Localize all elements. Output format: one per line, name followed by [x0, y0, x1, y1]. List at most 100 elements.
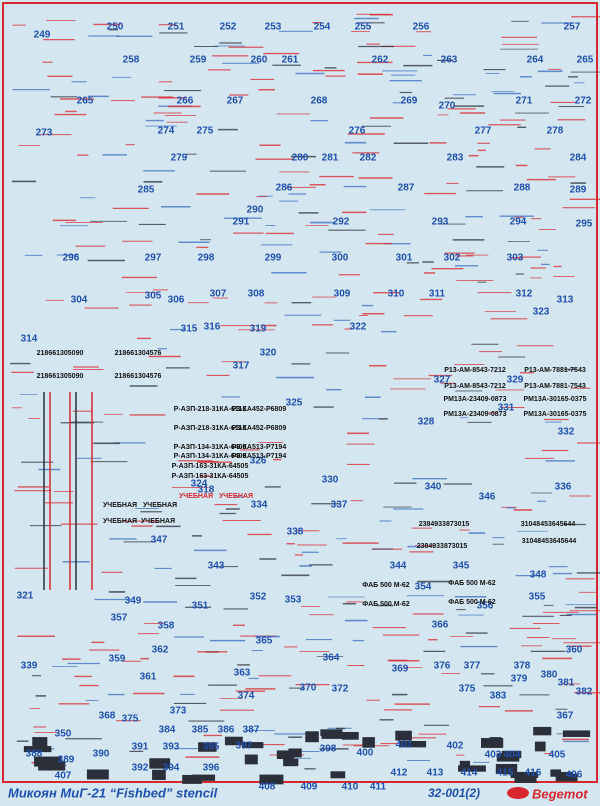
- decal-number: 379: [511, 674, 528, 685]
- decal-number: 402: [447, 741, 464, 752]
- decal-number: 346: [479, 492, 496, 503]
- decal-number: 256: [413, 22, 430, 33]
- decal-number: 350: [55, 729, 72, 740]
- decal-text: УЧЕБНАЯ: [179, 493, 213, 500]
- decal-number: 250: [107, 22, 124, 33]
- decal-text: Р3-КА513-Р7194: [232, 453, 287, 460]
- stencil-block: [149, 758, 171, 769]
- stencil-block: [533, 726, 552, 736]
- decal-number: 272: [575, 96, 592, 107]
- decal-number: 274: [158, 126, 175, 137]
- decal-text: РМ13А-23409-0873: [444, 411, 507, 418]
- decal-number: 390: [93, 749, 110, 760]
- decal-number: 412: [391, 768, 408, 779]
- stencil-block: [276, 750, 295, 760]
- footer-title: Микоян МиГ-21 “Fishbed” stencil: [8, 785, 218, 800]
- decal-number: 285: [138, 185, 155, 196]
- decal-number: 409: [301, 782, 318, 793]
- decal-text: Р3-КА452-Р6809: [232, 406, 287, 413]
- stencil-block: [32, 737, 48, 748]
- stencil-block: [514, 774, 537, 783]
- decal-number: 323: [533, 307, 550, 318]
- decal-number: 288: [514, 183, 531, 194]
- decal-number: 378: [514, 661, 531, 672]
- decal-number: 294: [510, 217, 527, 228]
- decal-number: 265: [77, 96, 94, 107]
- decal-number: 338: [287, 527, 304, 538]
- decal-number: 264: [527, 55, 544, 66]
- decal-number: 280: [292, 153, 309, 164]
- decal-text: 218661304576: [115, 350, 162, 357]
- stencil-block: [259, 774, 284, 785]
- decal-number: 287: [398, 183, 415, 194]
- decal-number: 260: [251, 55, 268, 66]
- decal-number: 299: [265, 253, 282, 264]
- stencil-block: [534, 741, 546, 752]
- decal-number: 283: [447, 153, 464, 164]
- decal-number: 339: [21, 661, 38, 672]
- decal-number: 275: [197, 126, 214, 137]
- decal-number: 252: [220, 22, 237, 33]
- decal-number: 413: [427, 768, 444, 779]
- decal-number: 261: [282, 55, 299, 66]
- stencil-block: [320, 729, 343, 736]
- stencil-block: [501, 750, 522, 759]
- decal-number: 302: [444, 253, 461, 264]
- decal-text: Р13-АМ-7881-7543: [524, 383, 586, 390]
- decal-number: 375: [459, 684, 476, 695]
- decal-text: ФАБ 500 М-62: [448, 599, 496, 606]
- decal-number: 262: [372, 55, 389, 66]
- decal-number: 407: [55, 771, 72, 782]
- decal-number: 300: [332, 253, 349, 264]
- decal-number: 362: [152, 645, 169, 656]
- decal-number: 271: [516, 96, 533, 107]
- decal-number: 374: [238, 691, 255, 702]
- decal-number: 410: [342, 782, 359, 793]
- decal-number: 394: [163, 763, 180, 774]
- decal-number: 370: [300, 683, 317, 694]
- decal-number: 395: [203, 742, 220, 753]
- decal-number: 373: [170, 706, 187, 717]
- decal-number: 364: [323, 653, 340, 664]
- decal-number: 343: [208, 561, 225, 572]
- decal-text: РМ13А-30165-0375: [524, 411, 587, 418]
- sheet-border: [2, 2, 598, 783]
- decal-text: Р-АЗП-218-31КА-6112: [174, 425, 247, 432]
- decal-number: 403: [485, 750, 502, 761]
- stencil-block: [198, 742, 217, 752]
- stencil-block: [330, 771, 346, 779]
- stencil-block: [241, 742, 264, 749]
- decal-text: ФАБ 500 М-62: [362, 601, 410, 608]
- decal-text: 31048453645644: [521, 521, 576, 528]
- decal-number: 289: [570, 185, 587, 196]
- decal-number: 388: [26, 749, 43, 760]
- decal-number: 278: [547, 126, 564, 137]
- decal-number: 314: [21, 334, 38, 345]
- brand-logo: [507, 787, 529, 799]
- decal-number: 411: [370, 782, 387, 793]
- decal-number: 408: [259, 782, 276, 793]
- decal-text: Р-АЗП-163-31КА-64505: [172, 473, 249, 480]
- decal-number: 276: [349, 126, 366, 137]
- decal-text: УЧЕБНАЯ: [143, 502, 177, 509]
- decal-number: 253: [265, 22, 282, 33]
- decal-number: 331: [498, 403, 515, 414]
- footer-code: 32-001(2): [428, 786, 480, 800]
- decal-number: 319: [250, 324, 267, 335]
- decal-number: 393: [163, 742, 180, 753]
- decal-number: 369: [392, 664, 409, 675]
- decal-text: Р-АЗП-134-31КА-6409: [174, 444, 247, 451]
- decal-number: 381: [558, 678, 575, 689]
- stencil-block: [562, 730, 591, 737]
- decal-number: 296: [63, 253, 80, 264]
- decal-text: ФАБ 500 М-62: [362, 582, 410, 589]
- stencil-block: [305, 731, 319, 743]
- decal-number: 366: [432, 620, 449, 631]
- decal-number: 270: [439, 101, 456, 112]
- stencil-block: [182, 774, 202, 784]
- decal-number: 334: [251, 500, 268, 511]
- decal-number: 316: [204, 322, 221, 333]
- decal-number: 349: [125, 596, 142, 607]
